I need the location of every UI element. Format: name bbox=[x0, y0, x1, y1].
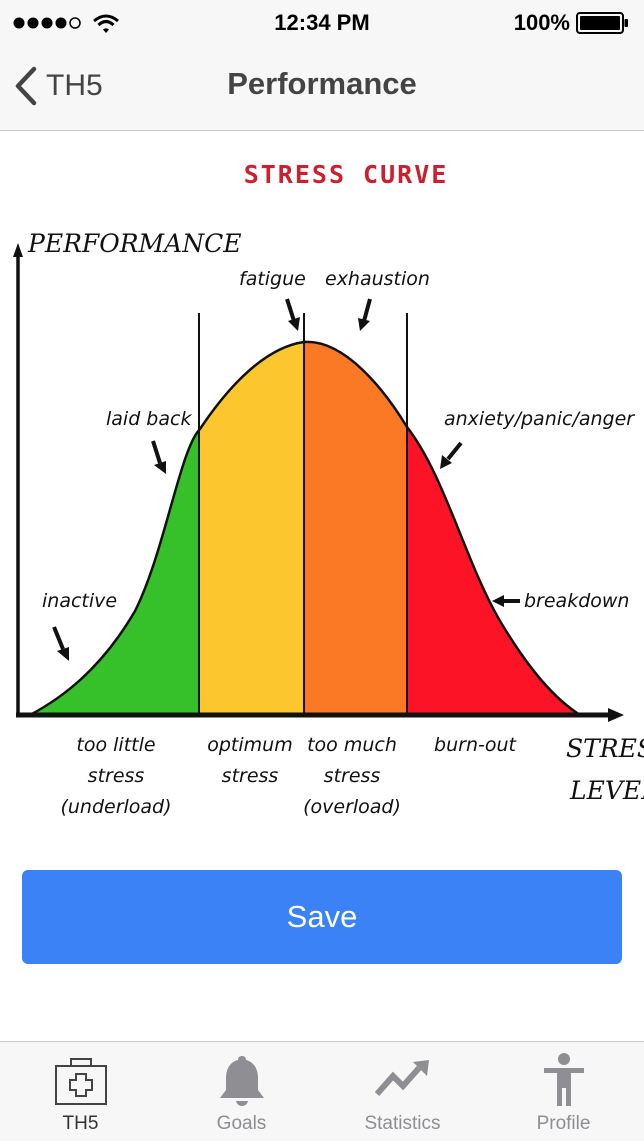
first-aid-kit-icon bbox=[54, 1058, 107, 1105]
figure-title: STRESS CURVE bbox=[244, 160, 449, 189]
content-area: STRESS CURVE PERFORMANCE STRESS LEVEL fa… bbox=[0, 131, 644, 1041]
x-axis-label-line1: STRESS bbox=[566, 734, 644, 763]
stress-curve-figure: STRESS CURVE PERFORMANCE STRESS LEVEL fa… bbox=[13, 160, 644, 818]
chevron-left-icon bbox=[15, 66, 37, 106]
status-time: 12:34 PM bbox=[274, 10, 370, 35]
zone-label-underload-2: stress bbox=[88, 765, 145, 787]
tab-label-th5: TH5 bbox=[62, 1113, 99, 1134]
zone-burnout-fill bbox=[407, 427, 580, 715]
zone-label-underload-1: too little bbox=[76, 734, 155, 756]
back-button[interactable]: TH5 bbox=[14, 64, 103, 108]
y-axis-label: PERFORMANCE bbox=[27, 229, 241, 258]
status-bar: 12:34 PM 100% bbox=[0, 0, 644, 46]
zone-label-optimum-1: optimum bbox=[207, 734, 292, 756]
tab-bar: TH5 Goals Statistics Profile bbox=[0, 1041, 644, 1141]
zone-label-overload-2: stress bbox=[324, 765, 381, 787]
zone-label-overload-3: (overload) bbox=[303, 796, 401, 818]
battery-icon bbox=[576, 12, 628, 34]
x-axis-arrow bbox=[608, 708, 624, 722]
annotation-laid-back: laid back bbox=[106, 408, 192, 430]
zone-label-burnout: burn-out bbox=[434, 734, 517, 756]
page-title: Performance bbox=[227, 66, 417, 101]
trending-up-icon bbox=[374, 1060, 429, 1096]
annotation-fatigue: fatigue bbox=[239, 268, 306, 290]
annotation-anxiety: anxiety/panic/anger bbox=[444, 408, 635, 430]
save-button[interactable]: Save bbox=[22, 870, 622, 964]
tab-statistics[interactable]: Statistics bbox=[322, 1042, 483, 1141]
x-axis-label-line2: LEVEL bbox=[569, 776, 644, 805]
zone-optimum-fill bbox=[200, 342, 304, 715]
annotation-exhaustion: exhaustion bbox=[325, 268, 430, 290]
tab-th5[interactable]: TH5 bbox=[0, 1042, 161, 1141]
tab-label-statistics: Statistics bbox=[364, 1113, 441, 1134]
person-icon bbox=[543, 1053, 584, 1106]
zone-label-overload-1: too much bbox=[307, 734, 397, 756]
y-axis-arrow bbox=[13, 243, 23, 257]
zone-label-underload-3: (underload) bbox=[60, 796, 171, 818]
signal-strength-icon bbox=[12, 10, 122, 36]
navigation-bar: TH5 Performance bbox=[0, 46, 644, 131]
zone-underload-fill bbox=[30, 429, 200, 715]
bell-icon bbox=[219, 1056, 264, 1106]
tab-profile[interactable]: Profile bbox=[483, 1042, 644, 1141]
zone-overload-fill bbox=[304, 341, 407, 715]
annotation-breakdown: breakdown bbox=[524, 590, 629, 612]
tab-label-goals: Goals bbox=[216, 1113, 267, 1134]
annotation-inactive: inactive bbox=[42, 590, 117, 612]
zone-label-optimum-2: stress bbox=[222, 765, 279, 787]
battery-percentage: 100% bbox=[513, 10, 570, 35]
back-button-label: TH5 bbox=[46, 69, 103, 102]
wifi-icon bbox=[93, 14, 119, 33]
tab-goals[interactable]: Goals bbox=[161, 1042, 322, 1141]
tab-label-profile: Profile bbox=[536, 1113, 591, 1134]
